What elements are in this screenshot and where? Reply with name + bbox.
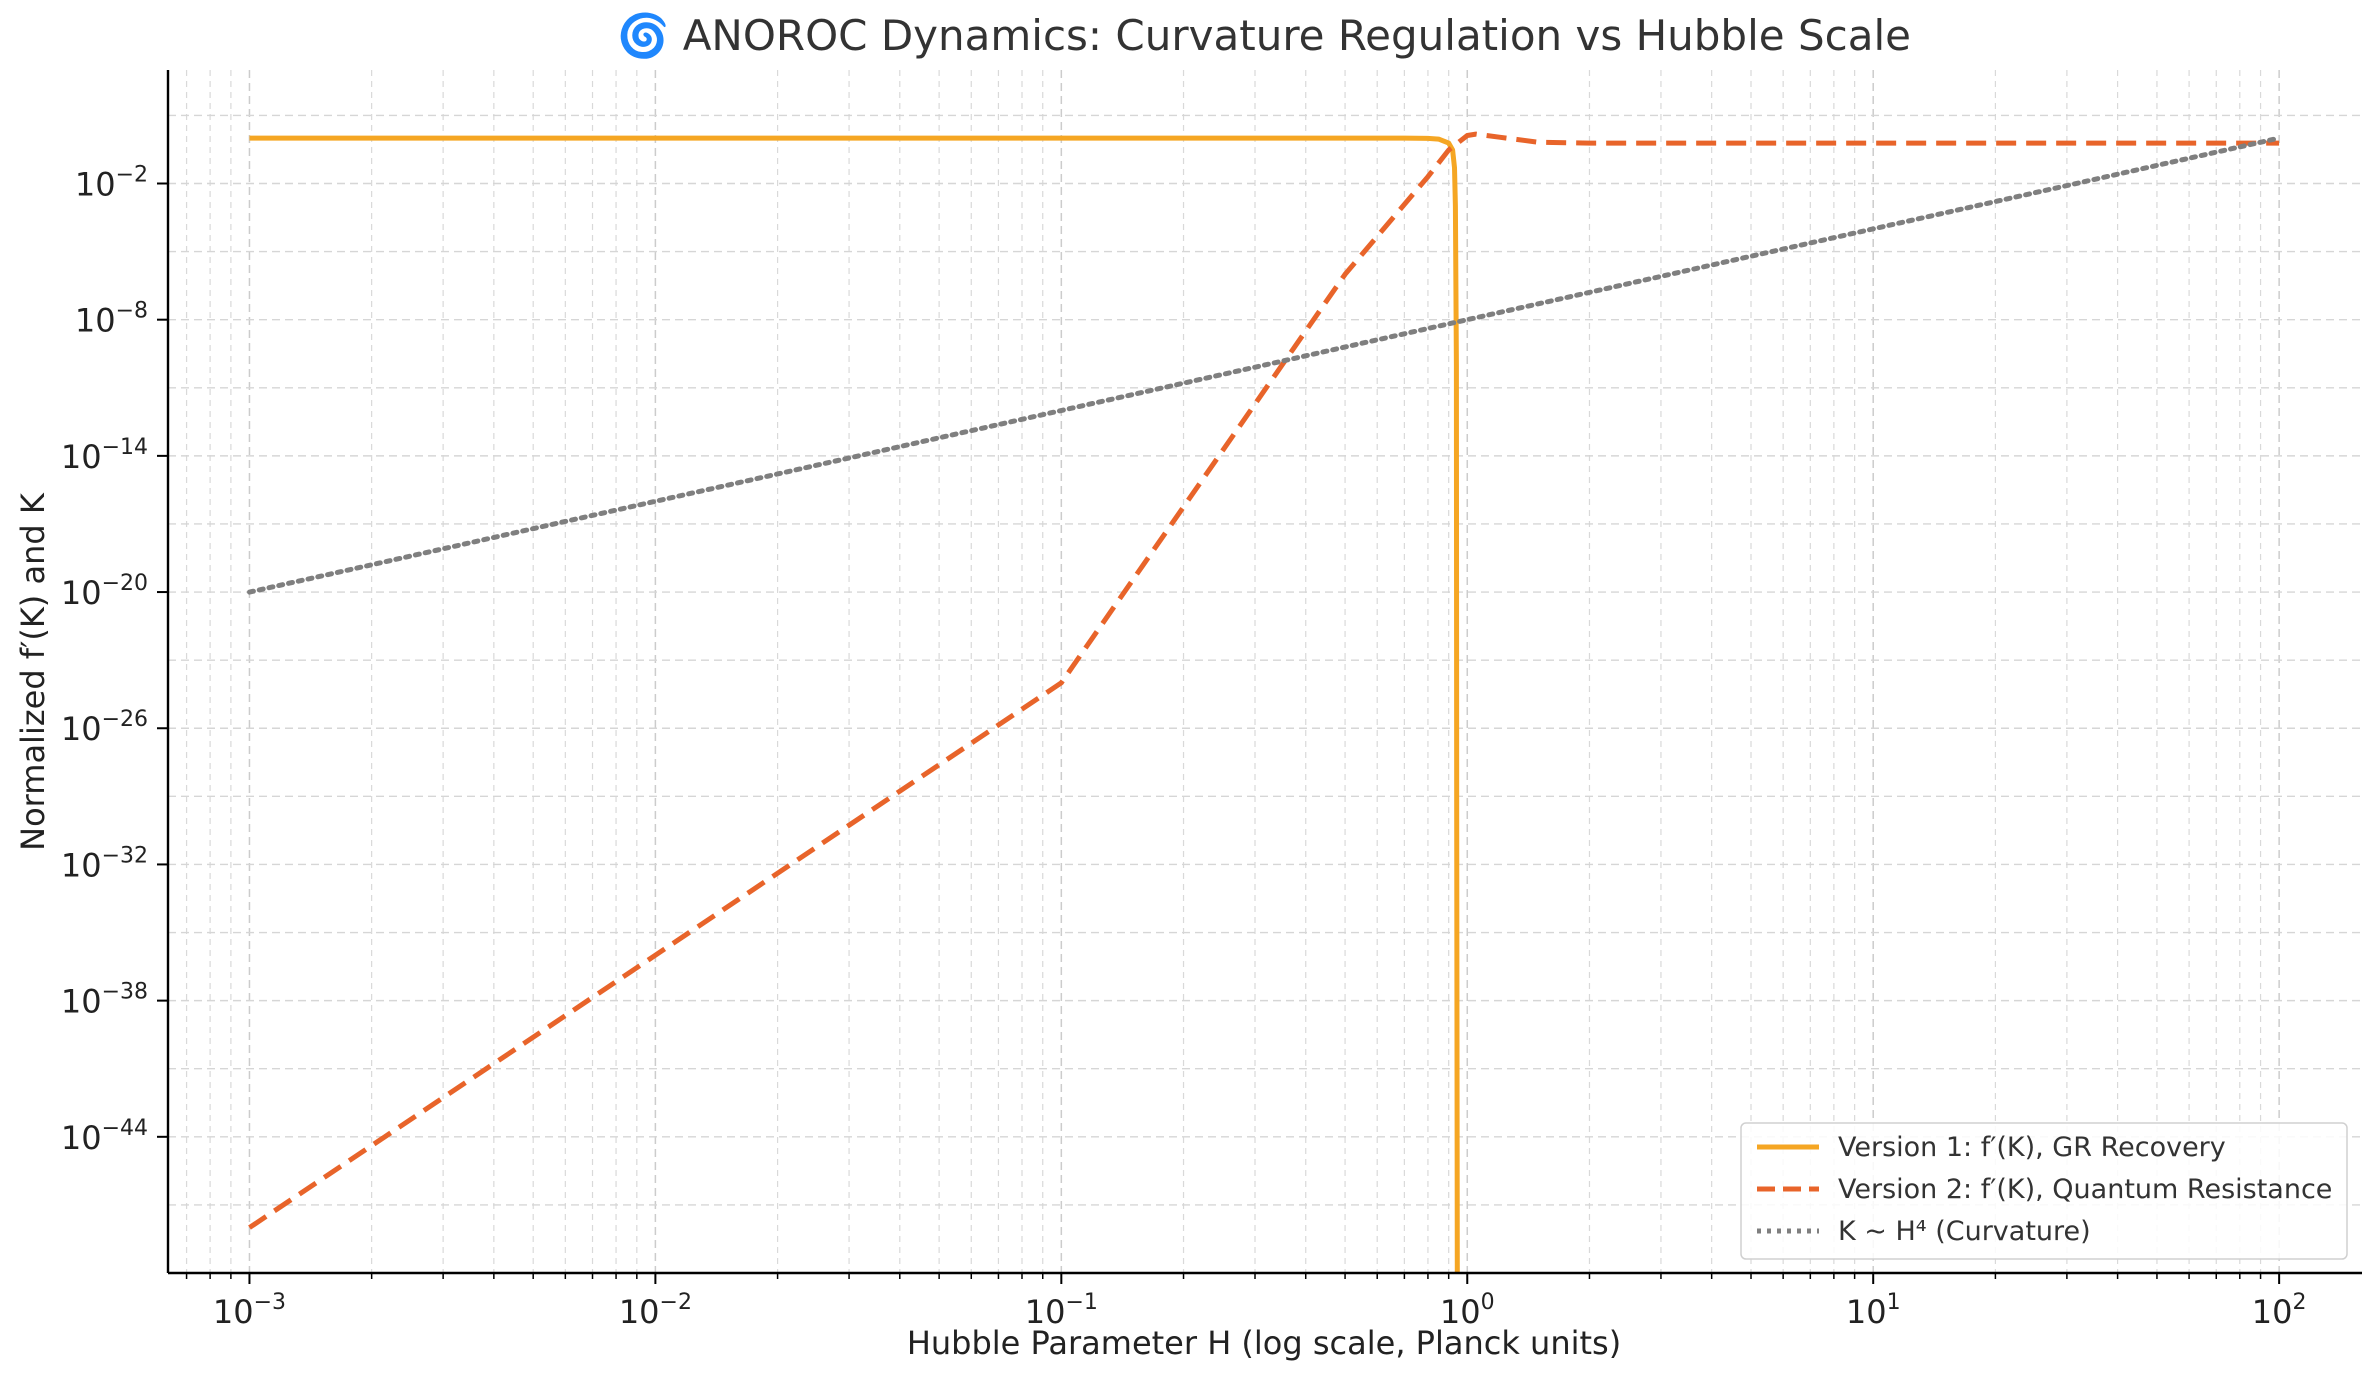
x-tick-label: 10−1: [1025, 1290, 1098, 1331]
legend-label: Version 2: f′(K), Quantum Resistance: [1838, 1174, 2332, 1205]
y-tick-label: 10−8: [75, 299, 148, 340]
x-tick-label: 10−3: [213, 1290, 286, 1331]
x-tick-label: 100: [1440, 1290, 1495, 1331]
series-line-1: [249, 135, 1460, 1274]
y-axis-ticks: 10−2 10−8 10−14 10−20 10−26 10−32 10−38 10−44: [61, 162, 168, 1157]
x-axis-ticks: 10−3 10−2 10−1 100 101 102: [185, 1273, 2307, 1331]
legend-label: Version 1: f′(K), GR Recovery: [1838, 1132, 2226, 1163]
x-axis-label: Hubble Parameter H (log scale, Planck un…: [907, 1324, 1621, 1362]
chart-title: 🌀 ANOROC Dynamics: Curvature Regulation …: [617, 10, 1911, 60]
x-tick-label: 102: [2252, 1290, 2307, 1331]
grid: [168, 70, 2362, 1273]
series-layer: [247, 131, 2282, 1274]
x-tick-label: 10−2: [619, 1290, 692, 1331]
y-tick-label: 10−2: [75, 162, 148, 203]
series-line-2: [248, 131, 2280, 1230]
y-tick-label: 10−26: [61, 707, 148, 748]
y-tick-label: 10−44: [61, 1116, 148, 1157]
series-line-3: [247, 135, 2282, 595]
x-tick-label: 101: [1846, 1290, 1901, 1331]
y-axis-label: Normalized f′(K) and K: [14, 492, 52, 851]
y-tick-label: 10−14: [61, 435, 148, 476]
y-tick-label: 10−32: [61, 843, 148, 884]
legend-label: K ∼ H⁴ (Curvature): [1838, 1216, 2091, 1247]
y-tick-label: 10−38: [61, 980, 148, 1021]
legend-box: [1740, 1122, 2348, 1260]
y-tick-label: 10−20: [61, 571, 148, 612]
legend: Version 1: f′(K), GR Recovery Version 2: …: [1740, 1122, 2348, 1260]
